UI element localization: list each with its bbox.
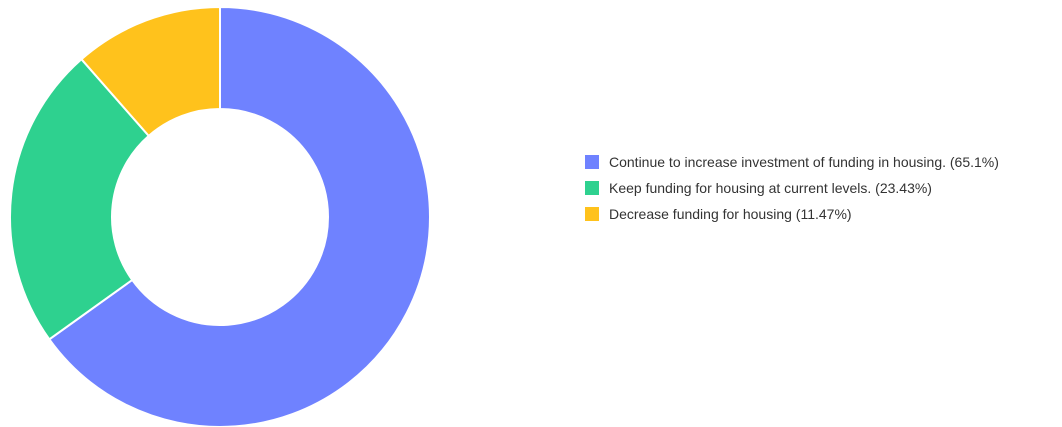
legend-label-keep: Keep funding for housing at current leve… bbox=[609, 180, 932, 196]
legend: Continue to increase investment of fundi… bbox=[585, 149, 999, 227]
legend-swatch-keep bbox=[585, 181, 599, 195]
legend-item-keep[interactable]: Keep funding for housing at current leve… bbox=[585, 175, 999, 201]
legend-swatch-decrease bbox=[585, 207, 599, 221]
legend-label-increase: Continue to increase investment of fundi… bbox=[609, 154, 999, 170]
legend-item-decrease[interactable]: Decrease funding for housing (11.47%) bbox=[585, 201, 999, 227]
legend-item-increase[interactable]: Continue to increase investment of fundi… bbox=[585, 149, 999, 175]
legend-swatch-increase bbox=[585, 155, 599, 169]
donut-chart bbox=[9, 5, 431, 427]
donut-hole bbox=[112, 109, 328, 325]
legend-label-decrease: Decrease funding for housing (11.47%) bbox=[609, 206, 852, 222]
